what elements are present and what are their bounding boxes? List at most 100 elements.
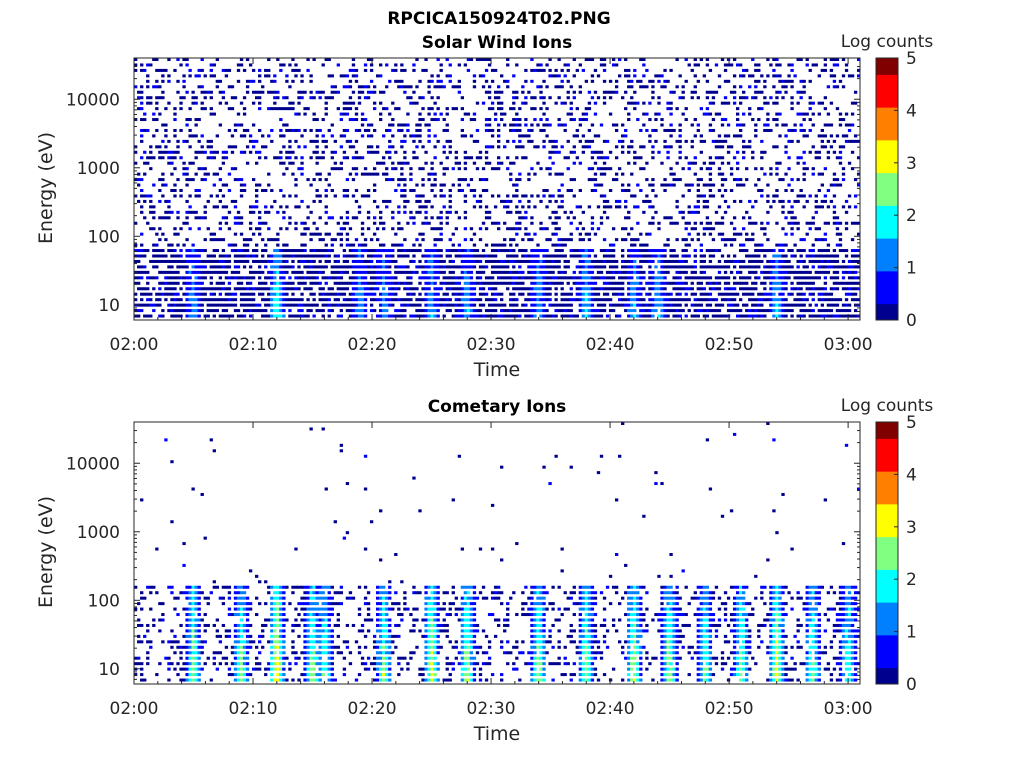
heatmap-cell	[605, 254, 610, 258]
heatmap-cell	[394, 150, 398, 154]
heatmap-cell	[823, 96, 828, 100]
heatmap-cell	[475, 199, 480, 203]
heatmap-cell	[170, 156, 174, 160]
heatmap-cell	[209, 156, 213, 160]
heatmap-cell	[409, 276, 413, 280]
heatmap-cell	[584, 139, 589, 143]
heatmap-cell	[285, 303, 289, 307]
heatmap-cell	[188, 281, 192, 285]
heatmap-cell	[757, 79, 761, 83]
heatmap-cell	[524, 134, 528, 138]
heatmap-cell	[176, 265, 180, 269]
heatmap-cell	[379, 270, 383, 274]
heatmap-cell	[487, 107, 492, 111]
heatmap-cell	[651, 309, 655, 313]
heatmap-cell	[717, 74, 722, 78]
heatmap-cell	[409, 189, 413, 192]
heatmap-cell	[487, 118, 492, 122]
heatmap-cell	[639, 145, 643, 149]
heatmap-cell	[729, 238, 734, 242]
heatmap-cell	[500, 161, 504, 165]
heatmap-cell	[173, 249, 177, 253]
heatmap-cell	[521, 276, 525, 280]
heatmap-cell	[291, 292, 295, 296]
heatmap-cell	[669, 281, 673, 285]
heatmap-cell	[155, 68, 159, 72]
heatmap-cell	[258, 287, 262, 291]
heatmap-cell	[763, 85, 767, 89]
heatmap-cell	[348, 254, 353, 258]
heatmap-cell	[239, 249, 244, 253]
heatmap-cell	[155, 96, 159, 100]
heatmap-cell	[608, 112, 613, 116]
heatmap-cell	[748, 254, 752, 258]
heatmap-cell	[678, 128, 682, 132]
heatmap-cell	[279, 134, 283, 138]
heatmap-cell	[134, 161, 138, 165]
heatmap-cell	[143, 172, 147, 176]
heatmap-cell	[512, 74, 516, 78]
heatmap-cell	[391, 249, 395, 253]
heatmap-cell	[475, 314, 480, 318]
heatmap-cell	[372, 90, 377, 94]
heatmap-cell	[527, 134, 531, 138]
heatmap-cell	[457, 178, 461, 182]
heatmap-cell	[720, 238, 725, 242]
heatmap-cell	[469, 314, 474, 318]
heatmap-cell	[324, 221, 328, 225]
heatmap-cell	[385, 292, 389, 296]
heatmap-cell	[557, 85, 561, 89]
heatmap-cell	[681, 298, 685, 302]
heatmap-cell	[602, 205, 607, 209]
heatmap-cell	[599, 123, 604, 127]
heatmap-cell	[176, 292, 180, 296]
heatmap-cell	[478, 270, 483, 274]
heatmap-cell	[509, 292, 513, 296]
heatmap-cell	[351, 194, 356, 198]
heatmap-cell	[648, 221, 652, 225]
heatmap-cell	[248, 314, 253, 318]
heatmap-cell	[772, 303, 776, 307]
heatmap-cell	[351, 216, 356, 220]
heatmap-cell	[669, 134, 673, 138]
heatmap-cell	[624, 265, 628, 269]
heatmap-cell	[430, 107, 434, 111]
heatmap-cell	[140, 139, 144, 143]
heatmap-cell	[478, 303, 483, 307]
heatmap-cell	[176, 90, 180, 94]
heatmap-cell	[521, 287, 525, 291]
heatmap-cell	[176, 259, 180, 263]
heatmap-cell	[282, 303, 286, 307]
heatmap-cell	[197, 298, 201, 302]
heatmap-cell	[500, 107, 504, 111]
heatmap-cell	[463, 254, 468, 258]
heatmap-cell	[639, 128, 643, 132]
heatmap-cell	[469, 270, 474, 274]
heatmap-cell	[500, 276, 504, 280]
heatmap-cell	[817, 314, 821, 318]
heatmap-cell	[418, 210, 422, 214]
heatmap-cell	[763, 281, 767, 285]
heatmap-cell	[796, 101, 800, 105]
heatmap-cell	[188, 161, 192, 165]
heatmap-cell	[714, 314, 719, 318]
heatmap-cell	[814, 156, 818, 160]
heatmap-cell	[312, 118, 316, 122]
heatmap-cell	[512, 96, 516, 100]
heatmap-cell	[717, 232, 722, 236]
heatmap-cell	[696, 79, 700, 83]
heatmap-cell	[711, 281, 716, 285]
heatmap-cell	[445, 210, 449, 214]
heatmap-cell	[745, 303, 749, 307]
heatmap-cell	[382, 243, 386, 247]
heatmap-cell	[460, 309, 465, 313]
heatmap-cell	[817, 292, 821, 296]
heatmap-cell	[690, 161, 694, 165]
heatmap-cell	[466, 68, 471, 72]
heatmap-cell	[276, 232, 280, 236]
heatmap-cell	[624, 199, 628, 203]
heatmap-cell	[560, 270, 564, 274]
heatmap-cell	[630, 79, 634, 83]
heatmap-cell	[158, 68, 162, 72]
heatmap-cell	[509, 199, 513, 203]
